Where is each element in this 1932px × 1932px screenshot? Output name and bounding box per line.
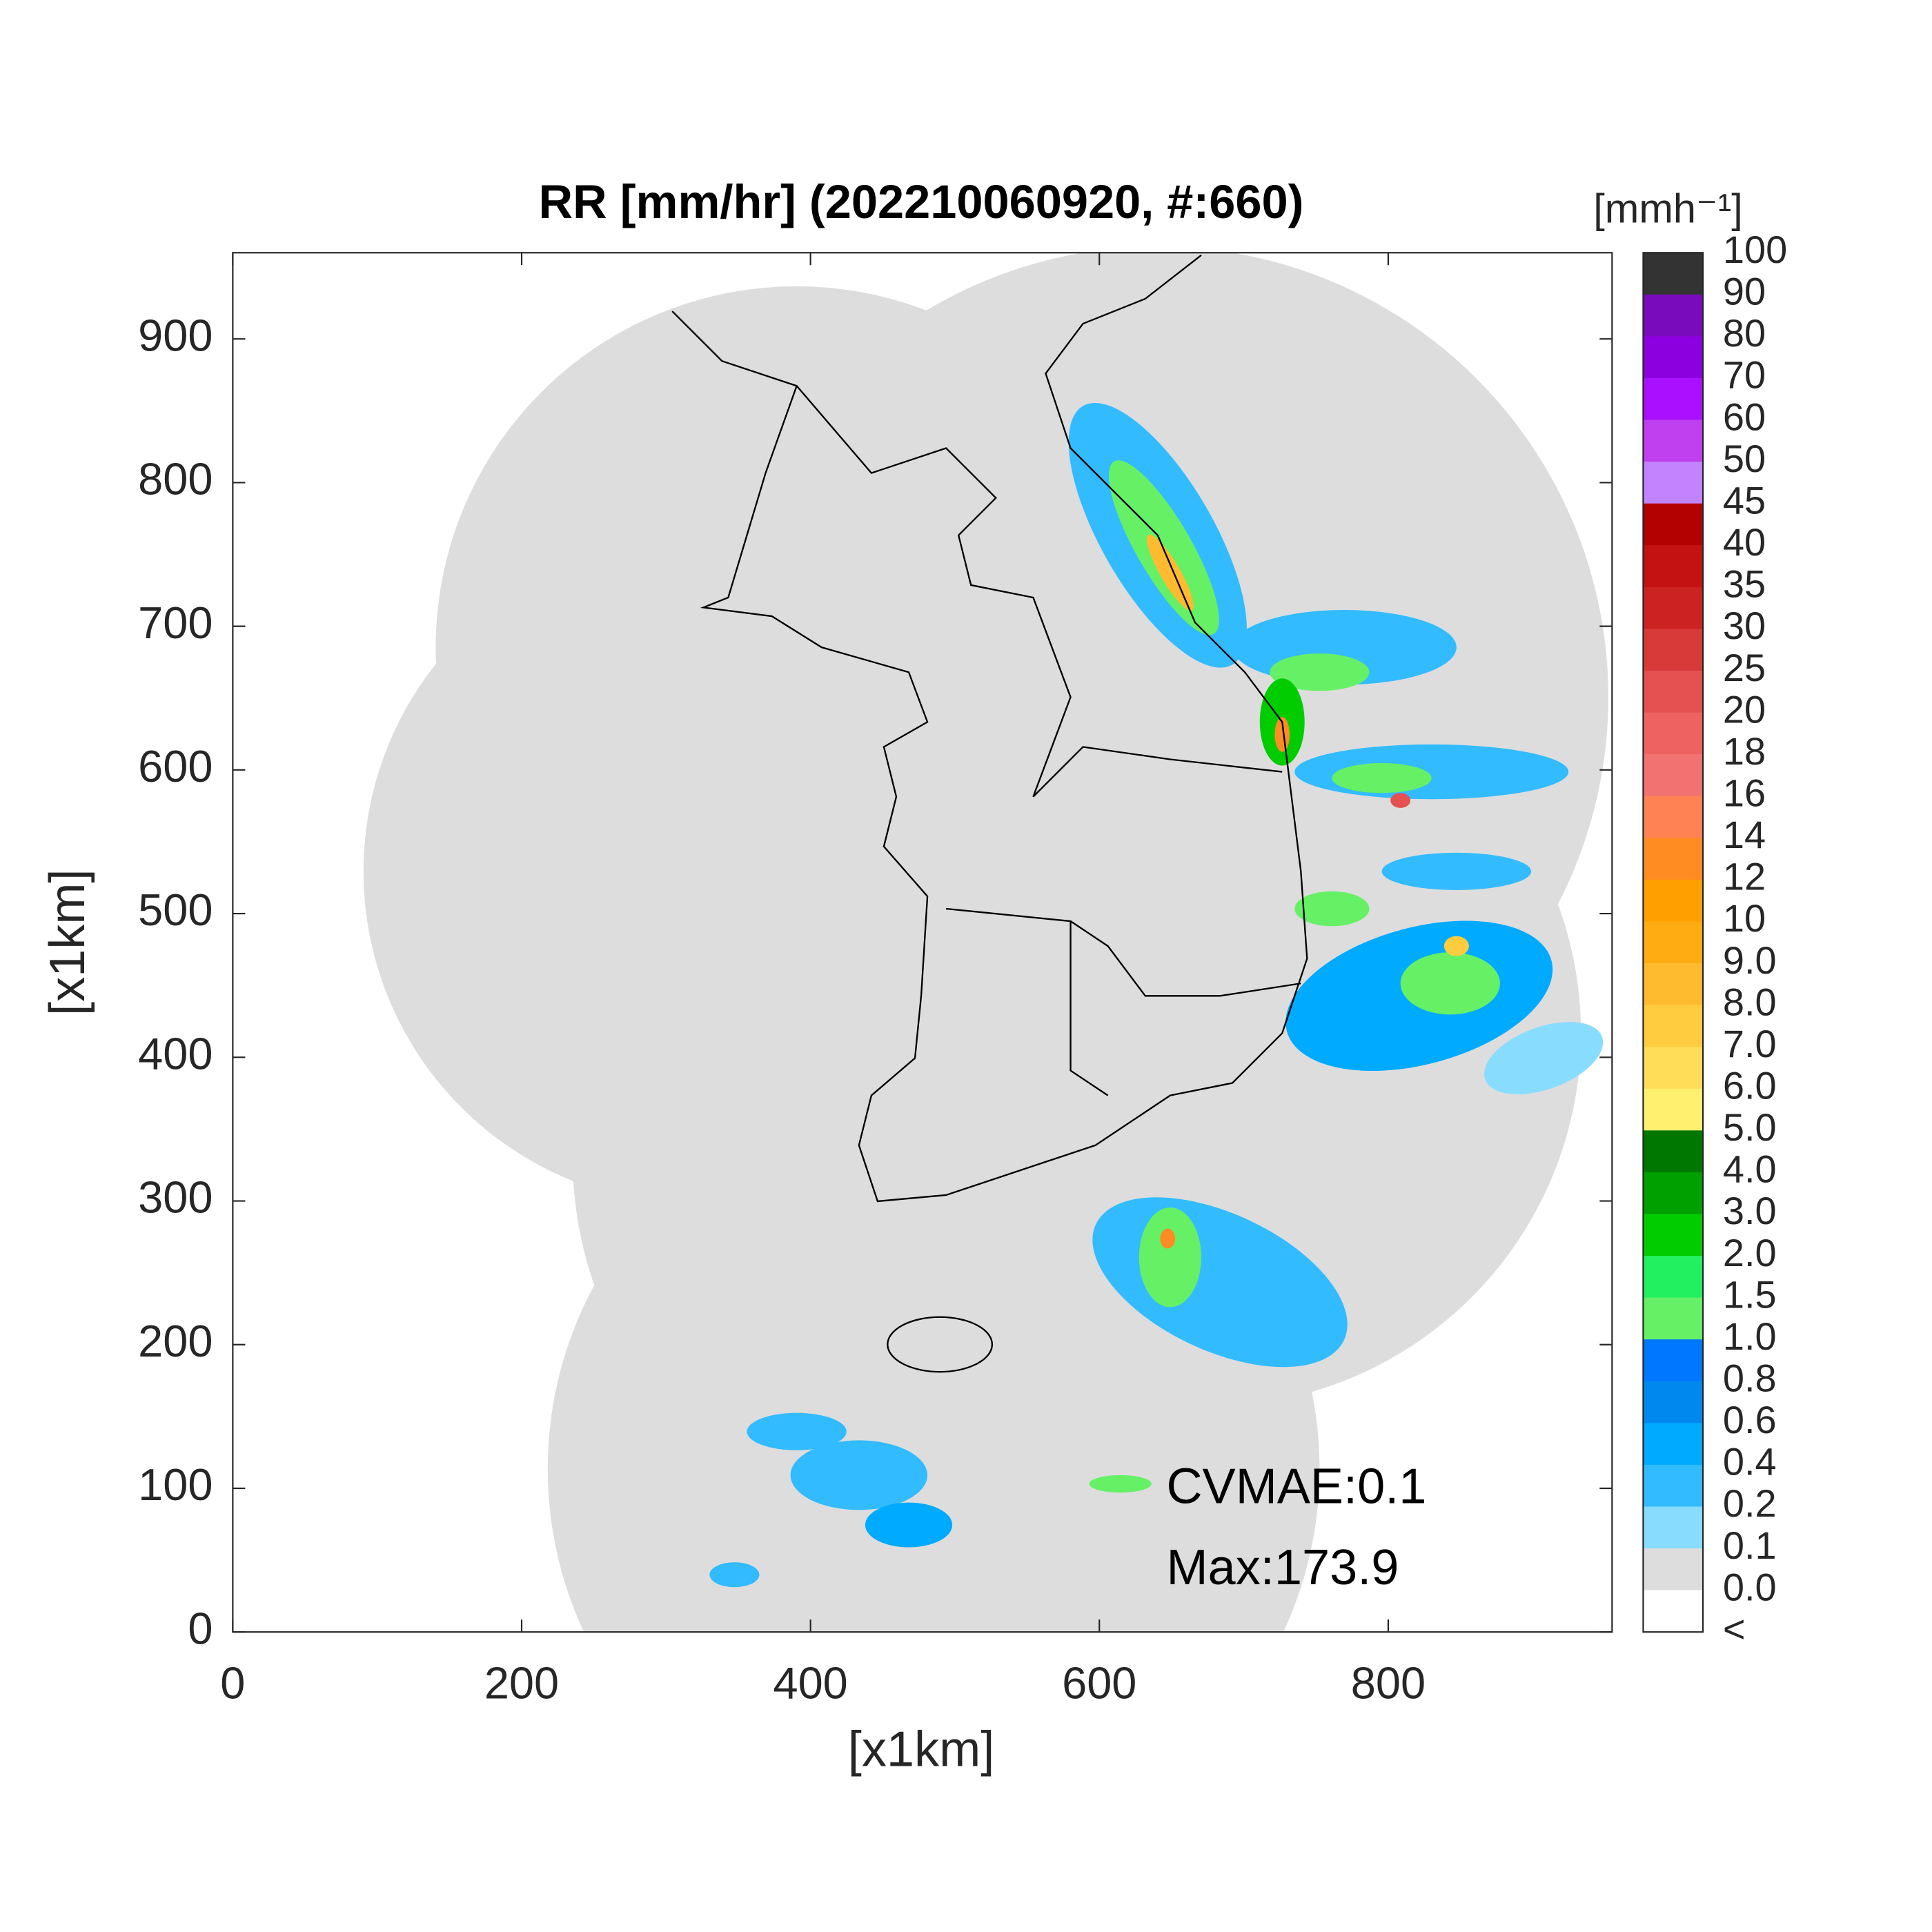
- colorbar-label: 5.0: [1723, 1105, 1777, 1149]
- colorbar-label: 30: [1723, 604, 1766, 647]
- colorbar-bin: [1643, 921, 1704, 964]
- coastline: [671, 254, 1308, 1373]
- colorbar-bin: [1643, 1548, 1704, 1591]
- colorbar-bin: [1643, 1506, 1704, 1549]
- y-tick-label: 100: [138, 1459, 213, 1510]
- colorbar-frame: [1642, 252, 1704, 1633]
- y-tick-label: 800: [138, 454, 213, 504]
- y-tick-label: 900: [138, 310, 213, 360]
- colorbar-bin: [1643, 670, 1704, 713]
- colorbar-label: 7.0: [1723, 1022, 1777, 1065]
- colorbar-label: 10: [1723, 896, 1766, 940]
- colorbar-bin: [1643, 838, 1704, 880]
- colorbar-bin: [1643, 1088, 1704, 1132]
- colorbar-label: 70: [1723, 353, 1766, 397]
- colorbar-bin: [1643, 1297, 1704, 1341]
- map-layer: [363, 253, 1608, 1633]
- colorbar-bin: [1643, 754, 1704, 797]
- x-tick-label: 800: [1351, 1658, 1426, 1708]
- y-tick-label: 400: [138, 1028, 213, 1078]
- colorbar-bin: [1643, 462, 1704, 504]
- x-tick-label: 0: [220, 1658, 245, 1708]
- colorbar-label: 45: [1723, 478, 1766, 522]
- colorbar-label: 6.0: [1723, 1063, 1777, 1107]
- colorbar-label: 90: [1723, 270, 1766, 313]
- colorbar-label: 1.0: [1723, 1314, 1777, 1358]
- colorbar-label: 12: [1723, 855, 1766, 898]
- colorbar-label: 100: [1723, 228, 1787, 271]
- plot-frame: [232, 252, 1613, 1633]
- x-tick-label: 200: [484, 1658, 559, 1708]
- colorbar-label: 14: [1723, 813, 1766, 856]
- colorbar-label: <: [1723, 1607, 1746, 1650]
- colorbar-label: 0.2: [1723, 1481, 1777, 1525]
- colorbar-bin: [1643, 712, 1704, 756]
- colorbar-bin: [1643, 1256, 1704, 1299]
- colorbar-bin: [1643, 879, 1704, 923]
- colorbar-label: 4.0: [1723, 1147, 1777, 1191]
- colorbar-label: 3.0: [1723, 1189, 1777, 1232]
- colorbar-label: 0.6: [1723, 1398, 1777, 1441]
- colorbar-label: 2.0: [1723, 1231, 1777, 1274]
- colorbar-label: 0.4: [1723, 1440, 1777, 1483]
- y-axis-label: [x1km]: [40, 869, 95, 1016]
- colorbar-label: 16: [1723, 771, 1766, 814]
- x-axis-label: [x1km]: [848, 1722, 995, 1777]
- colorbar-label: 25: [1723, 646, 1766, 689]
- annotation: CVMAE:0.1: [1166, 1459, 1426, 1515]
- x-tick-label: 400: [773, 1658, 847, 1708]
- colorbar-bin: [1643, 503, 1704, 546]
- colorbar-bin: [1643, 1339, 1704, 1382]
- colorbar-bin: [1643, 377, 1704, 421]
- colorbar-bin: [1643, 629, 1704, 671]
- colorbar-label: 9.0: [1723, 938, 1777, 982]
- chart-title: RR [mm/hr] (202210060920, #:660): [539, 175, 1304, 228]
- y-tick-label: 600: [138, 741, 213, 791]
- colorbar-bin: [1643, 963, 1704, 1006]
- x-tick-label: 600: [1062, 1658, 1136, 1708]
- radar-coverage: [363, 253, 1608, 1633]
- colorbar-bin: [1643, 586, 1704, 630]
- colorbar-label: 20: [1723, 687, 1766, 731]
- y-tick-label: 500: [138, 885, 213, 935]
- colorbar-label: 50: [1723, 437, 1766, 480]
- colorbar-label: 0.1: [1723, 1524, 1777, 1567]
- colorbar-bin: [1643, 1130, 1704, 1173]
- colorbar-bin: [1643, 1005, 1704, 1048]
- colorbar-bin: [1643, 1172, 1704, 1215]
- colorbar-label: 35: [1723, 562, 1766, 606]
- colorbar-label: 18: [1723, 729, 1766, 773]
- y-tick-label: 0: [188, 1603, 213, 1653]
- colorbar-bin: [1643, 1590, 1704, 1633]
- colorbar-label: 0.8: [1723, 1357, 1777, 1400]
- colorbar-bin: [1643, 294, 1704, 337]
- colorbar-label: 80: [1723, 311, 1766, 355]
- colorbar-bin: [1643, 1381, 1704, 1424]
- colorbar-bin: [1643, 1047, 1704, 1090]
- colorbar-bin: [1643, 336, 1704, 379]
- colorbar-unit: [mmh⁻¹]: [1593, 185, 1743, 231]
- y-tick-label: 700: [138, 598, 213, 648]
- colorbar-bin: [1643, 1214, 1704, 1256]
- y-tick-label: 300: [138, 1172, 213, 1223]
- annotation: Max:173.9: [1166, 1540, 1399, 1595]
- colorbar-label: 1.5: [1723, 1272, 1777, 1316]
- colorbar-label: 60: [1723, 395, 1766, 438]
- colorbar-label: 8.0: [1723, 980, 1777, 1023]
- colorbar-bin: [1643, 420, 1704, 463]
- colorbar-bin: [1643, 1423, 1704, 1466]
- colorbar-bin: [1643, 545, 1704, 588]
- colorbar-label: 0.0: [1723, 1565, 1777, 1608]
- colorbar-bin: [1643, 253, 1704, 295]
- colorbar-label: 40: [1723, 520, 1766, 564]
- y-tick-label: 200: [138, 1316, 213, 1366]
- colorbar-bin: [1643, 1464, 1704, 1508]
- colorbar-bin: [1643, 796, 1704, 839]
